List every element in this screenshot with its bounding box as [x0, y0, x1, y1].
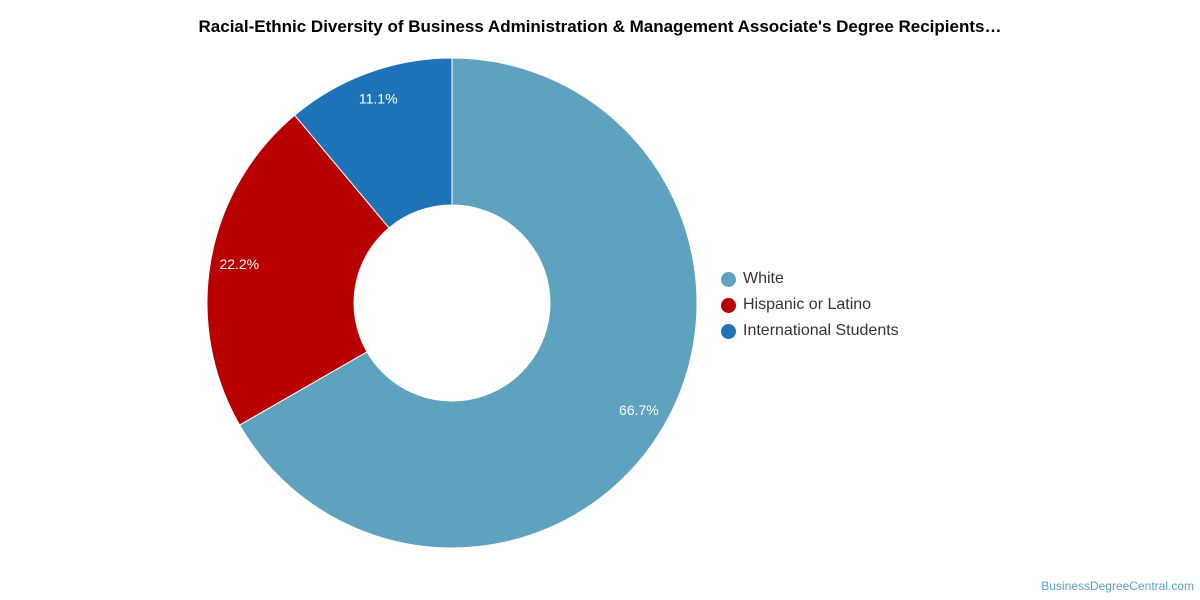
data-label-hispanic-or-latino: 22.2%: [219, 256, 259, 272]
legend-label-hispanic-or-latino: Hispanic or Latino: [743, 296, 872, 313]
legend-item-international-students[interactable]: International Students: [721, 318, 899, 344]
slice-hispanic-or-latino[interactable]: [206, 114, 390, 426]
legend-item-white[interactable]: White: [721, 266, 899, 292]
chart-legend: White Hispanic or Latino International S…: [721, 266, 899, 344]
legend-swatch-hispanic-or-latino: [721, 297, 736, 313]
legend-label-white: White: [743, 270, 784, 287]
donut-data-labels: 66.7% 22.2% 11.1%: [219, 91, 658, 418]
chart-title: Racial-Ethnic Diversity of Business Admi…: [198, 17, 1002, 36]
slice-international-students[interactable]: [293, 57, 453, 229]
data-label-international-students: 11.1%: [359, 91, 398, 107]
legend-item-hispanic-or-latino[interactable]: Hispanic or Latino: [721, 292, 899, 318]
legend-swatch-white: [721, 271, 736, 287]
watermark-link[interactable]: BusinessDegreeCentral.com: [1041, 579, 1194, 593]
donut-slices: [206, 57, 698, 549]
legend-label-international-students: International Students: [743, 322, 899, 339]
data-label-white: 66.7%: [619, 402, 659, 418]
legend-swatch-international-students: [721, 323, 736, 339]
slice-white[interactable]: [238, 57, 698, 549]
